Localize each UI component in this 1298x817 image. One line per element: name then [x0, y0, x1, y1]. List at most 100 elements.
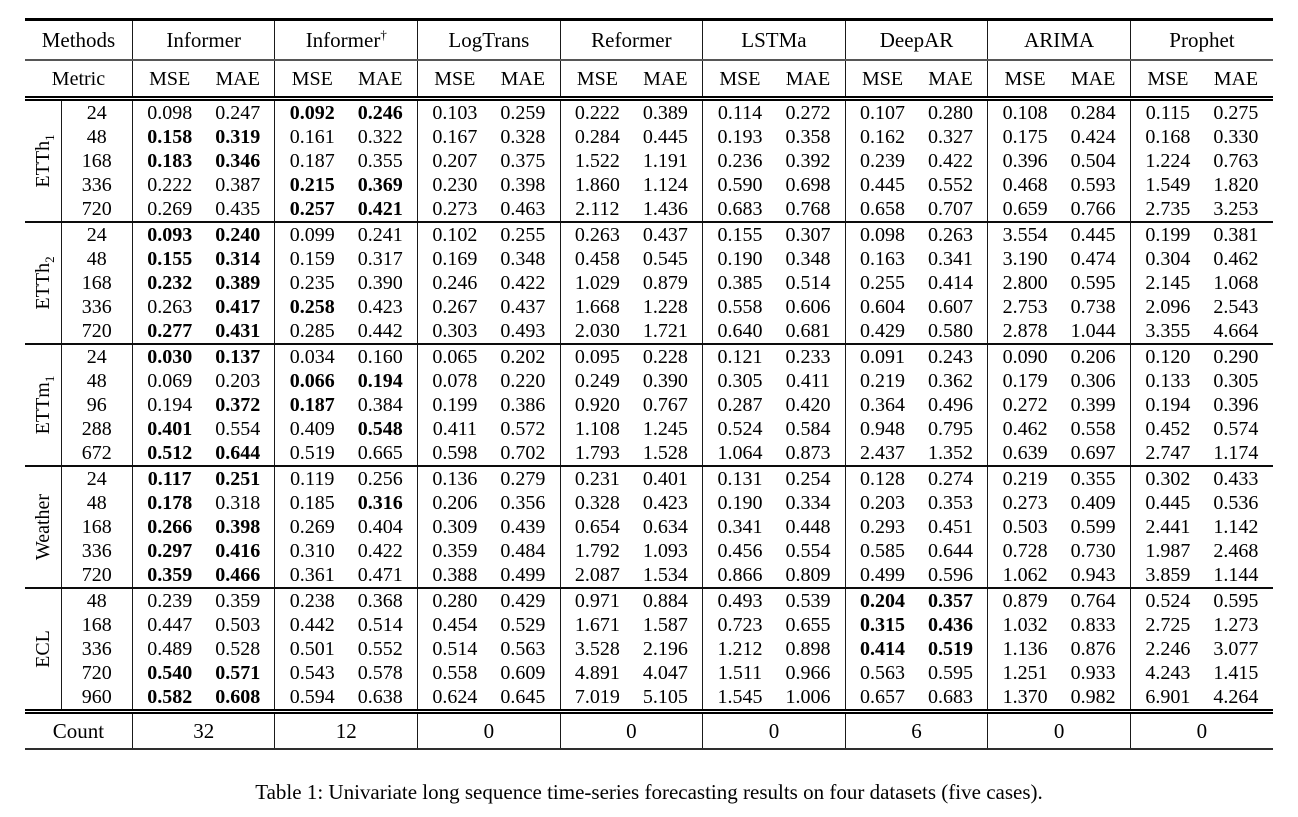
dataset-name: ECL: [31, 630, 54, 668]
data-cell: 0.359 0.466: [131, 563, 275, 588]
mae-value: 0.243: [928, 346, 974, 368]
mae-value: 0.409: [1070, 492, 1116, 514]
mse-value: 0.458: [574, 248, 620, 270]
mse-value: 0.190: [717, 492, 763, 514]
table-row: 48 0.158 0.319 0.161 0.322 0.167 0.328 0.284 0.4…: [25, 125, 1273, 149]
horizon-cell: 720: [60, 197, 133, 222]
mae-value: 0.414: [928, 272, 974, 294]
mae-value: 2.196: [642, 638, 688, 660]
mae-value: 0.279: [500, 468, 546, 490]
mse-value: 1.792: [574, 540, 620, 562]
mse-value: 0.280: [432, 590, 478, 612]
mae-value: 0.355: [357, 150, 403, 172]
data-cell: 0.155 0.307: [702, 221, 846, 247]
mse-value: 1.136: [1002, 638, 1048, 660]
mae-value: 0.372: [215, 394, 261, 416]
mse-value: 0.272: [1002, 394, 1048, 416]
table-row: 720 0.359 0.466 0.361 0.471 0.388 0.499 2.087 1.…: [25, 563, 1273, 588]
mse-value: 0.155: [147, 248, 193, 270]
mae-value: 0.275: [1213, 102, 1259, 124]
mae-value: 0.362: [928, 370, 974, 392]
mae-value: 0.327: [928, 126, 974, 148]
mse-value: 0.066: [289, 370, 335, 392]
metric-pair-header: MSE MAE: [1129, 60, 1273, 101]
data-cell: 0.206 0.356: [417, 491, 561, 515]
data-cell: 0.658 0.707: [844, 197, 988, 222]
mse-value: 0.284: [574, 126, 620, 148]
mae-value: 0.417: [215, 296, 261, 318]
mse-value: 0.445: [1145, 492, 1191, 514]
mse-value: 0.558: [717, 296, 763, 318]
mae-value: 2.468: [1213, 540, 1259, 562]
data-cell: 3.554 0.445: [987, 221, 1131, 247]
mae-value: 0.943: [1070, 564, 1116, 586]
data-cell: 0.078 0.220: [417, 369, 561, 393]
data-cell: 0.272 0.399: [987, 393, 1131, 417]
data-cell: 1.064 0.873: [702, 441, 846, 466]
mae-value: 0.595: [1213, 590, 1259, 612]
horizon-cell: 48: [60, 369, 133, 393]
mae-label: MAE: [785, 67, 831, 90]
data-cell: 0.131 0.254: [702, 465, 846, 491]
mse-value: 0.452: [1145, 418, 1191, 440]
data-cell: 1.370 0.982: [987, 685, 1131, 712]
data-cell: 0.093 0.240: [131, 221, 275, 247]
data-cell: 0.462 0.558: [987, 417, 1131, 441]
data-cell: 0.133 0.305: [1129, 369, 1273, 393]
data-cell: 0.257 0.421: [274, 197, 418, 222]
mse-value: 0.273: [432, 198, 478, 220]
mse-value: 0.222: [147, 174, 193, 196]
mae-value: 0.437: [500, 296, 546, 318]
mae-value: 0.445: [642, 126, 688, 148]
mae-value: 1.436: [642, 198, 688, 220]
mse-value: 0.239: [147, 590, 193, 612]
data-cell: 0.879 0.764: [987, 587, 1131, 613]
mse-label: MSE: [1147, 67, 1189, 90]
mse-value: 0.303: [432, 320, 478, 342]
mse-value: 0.657: [860, 686, 906, 708]
data-cell: 0.258 0.423: [274, 295, 418, 319]
mae-value: 0.247: [215, 102, 261, 124]
data-cell: 0.267 0.437: [417, 295, 561, 319]
mae-value: 0.873: [785, 442, 831, 464]
metric-pair-header: MSE MAE: [702, 60, 846, 101]
mae-value: 0.665: [357, 442, 403, 464]
data-cell: 2.878 1.044: [987, 319, 1131, 344]
data-cell: 0.158 0.319: [131, 125, 275, 149]
mse-value: 1.522: [574, 150, 620, 172]
data-cell: 0.364 0.496: [844, 393, 988, 417]
mse-value: 0.034: [289, 346, 335, 368]
mae-value: 0.272: [785, 102, 831, 124]
mse-value: 0.133: [1145, 370, 1191, 392]
mae-value: 0.421: [357, 198, 403, 220]
data-cell: 0.169 0.348: [417, 247, 561, 271]
dataset-group: ETTm1 24 0.030 0.137 0.034 0.160 0.065 0.202 0.0…: [25, 343, 1273, 466]
dataset-label-cell: ETTm1: [25, 343, 62, 466]
count-value: 0: [702, 709, 846, 749]
mae-value: 0.595: [928, 662, 974, 684]
mse-value: 0.168: [1145, 126, 1191, 148]
mae-value: 0.982: [1070, 686, 1116, 708]
mae-value: 0.645: [500, 686, 546, 708]
mse-value: 0.293: [860, 516, 906, 538]
data-cell: 0.315 0.436: [844, 613, 988, 637]
count-row: Count 32 12 0 0 0 6 0 0: [25, 709, 1273, 749]
mse-value: 2.753: [1002, 296, 1048, 318]
data-cell: 7.019 5.105: [559, 685, 703, 712]
mse-value: 0.121: [717, 346, 763, 368]
table-row: 336 0.222 0.387 0.215 0.369 0.230 0.398 1.860 1.…: [25, 173, 1273, 197]
mae-value: 0.424: [1070, 126, 1116, 148]
data-cell: 0.659 0.766: [987, 197, 1131, 222]
data-cell: 1.522 1.191: [559, 149, 703, 173]
mae-value: 1.093: [642, 540, 688, 562]
mae-value: 0.933: [1070, 662, 1116, 684]
data-cell: 0.558 0.609: [417, 661, 561, 685]
mse-value: 0.236: [717, 150, 763, 172]
mse-value: 0.971: [574, 590, 620, 612]
data-cell: 0.411 0.572: [417, 417, 561, 441]
mae-value: 0.809: [785, 564, 831, 586]
mse-value: 0.499: [860, 564, 906, 586]
mse-value: 1.668: [574, 296, 620, 318]
mae-value: 2.543: [1213, 296, 1259, 318]
mse-value: 0.194: [1145, 394, 1191, 416]
